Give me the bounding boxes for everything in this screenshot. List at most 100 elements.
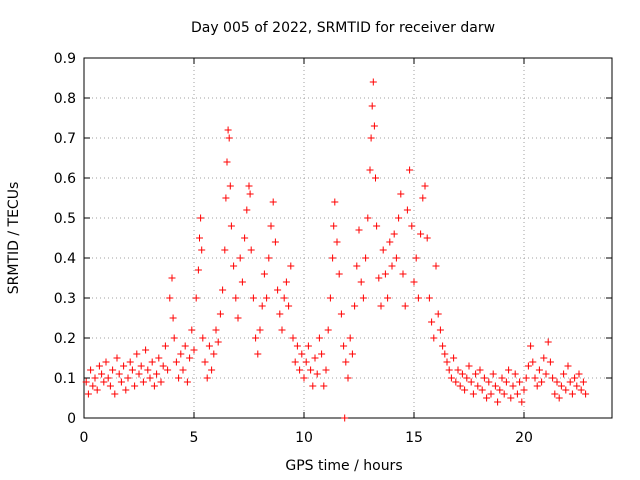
data-point bbox=[346, 334, 354, 342]
data-point bbox=[258, 302, 266, 310]
x-tick-label: 10 bbox=[295, 430, 313, 446]
data-point bbox=[450, 354, 458, 362]
data-point bbox=[126, 358, 134, 366]
data-point bbox=[366, 166, 374, 174]
data-point bbox=[192, 294, 200, 302]
data-point bbox=[577, 386, 585, 394]
data-point bbox=[124, 374, 132, 382]
data-point bbox=[386, 238, 394, 246]
y-tick-label: 0.5 bbox=[54, 211, 76, 227]
tick-layer: 0 0.1 0.2 0.3 0.4 0.5 0.6 0.7 0.8 0.9 0 5 10 15 20 bbox=[54, 51, 612, 446]
data-point bbox=[465, 362, 473, 370]
data-point bbox=[247, 246, 255, 254]
data-point bbox=[98, 370, 106, 378]
data-point bbox=[516, 378, 524, 386]
data-point bbox=[150, 382, 158, 390]
data-point bbox=[269, 198, 277, 206]
x-tick-label: 15 bbox=[405, 430, 423, 446]
data-point bbox=[148, 358, 156, 366]
data-point bbox=[423, 234, 431, 242]
data-point bbox=[555, 394, 563, 402]
data-point bbox=[223, 158, 231, 166]
data-point bbox=[533, 382, 541, 390]
data-point bbox=[164, 366, 172, 374]
data-point bbox=[505, 366, 513, 374]
data-point bbox=[170, 334, 178, 342]
data-point bbox=[509, 382, 517, 390]
data-point bbox=[560, 370, 568, 378]
scatter-points bbox=[82, 78, 590, 422]
data-point bbox=[84, 390, 92, 398]
data-point bbox=[359, 294, 367, 302]
data-point bbox=[322, 366, 330, 374]
data-point bbox=[214, 338, 222, 346]
data-point bbox=[542, 370, 550, 378]
data-point bbox=[113, 354, 121, 362]
data-point bbox=[549, 374, 557, 382]
data-point bbox=[544, 338, 552, 346]
data-point bbox=[557, 382, 565, 390]
data-point bbox=[91, 374, 99, 382]
data-point bbox=[375, 274, 383, 282]
data-point bbox=[311, 354, 319, 362]
data-point bbox=[263, 294, 271, 302]
data-point bbox=[159, 362, 167, 370]
y-tick-label: 0.4 bbox=[54, 251, 76, 267]
data-point bbox=[181, 342, 189, 350]
data-point bbox=[221, 246, 229, 254]
data-point bbox=[246, 190, 254, 198]
data-point bbox=[487, 390, 495, 398]
data-point bbox=[348, 350, 356, 358]
data-point bbox=[102, 358, 110, 366]
data-point bbox=[296, 366, 304, 374]
data-point bbox=[414, 294, 422, 302]
data-point bbox=[566, 378, 574, 386]
data-point bbox=[520, 386, 528, 394]
data-point bbox=[478, 386, 486, 394]
data-point bbox=[208, 366, 216, 374]
data-point bbox=[489, 370, 497, 378]
data-point bbox=[144, 366, 152, 374]
data-point bbox=[252, 334, 260, 342]
data-point bbox=[304, 342, 312, 350]
data-point bbox=[432, 262, 440, 270]
data-point bbox=[335, 270, 343, 278]
data-point bbox=[89, 382, 97, 390]
data-point bbox=[289, 334, 297, 342]
data-point bbox=[458, 370, 466, 378]
data-point bbox=[330, 222, 338, 230]
data-point bbox=[467, 378, 475, 386]
data-point bbox=[169, 314, 177, 322]
data-point bbox=[447, 374, 455, 382]
data-point bbox=[298, 350, 306, 358]
data-point bbox=[430, 334, 438, 342]
data-point bbox=[579, 378, 587, 386]
data-point bbox=[161, 342, 169, 350]
data-point bbox=[225, 134, 233, 142]
data-point bbox=[198, 246, 206, 254]
data-point bbox=[318, 350, 326, 358]
x-tick-label: 5 bbox=[190, 430, 199, 446]
data-point bbox=[282, 278, 290, 286]
data-point bbox=[179, 366, 187, 374]
data-point bbox=[410, 278, 418, 286]
data-point bbox=[340, 342, 348, 350]
data-point bbox=[443, 358, 451, 366]
data-point bbox=[175, 374, 183, 382]
y-tick-label: 0.6 bbox=[54, 171, 76, 187]
data-point bbox=[496, 386, 504, 394]
data-point bbox=[364, 214, 372, 222]
data-point bbox=[287, 262, 295, 270]
data-point bbox=[377, 302, 385, 310]
data-point bbox=[507, 394, 515, 402]
data-point bbox=[188, 326, 196, 334]
chart-title: Day 005 of 2022, SRMTID for receiver dar… bbox=[191, 20, 495, 36]
data-point bbox=[109, 366, 117, 374]
data-point bbox=[551, 390, 559, 398]
data-point bbox=[397, 190, 405, 198]
data-point bbox=[238, 278, 246, 286]
data-point bbox=[219, 286, 227, 294]
data-point bbox=[540, 354, 548, 362]
data-point bbox=[271, 238, 279, 246]
data-point bbox=[355, 226, 363, 234]
